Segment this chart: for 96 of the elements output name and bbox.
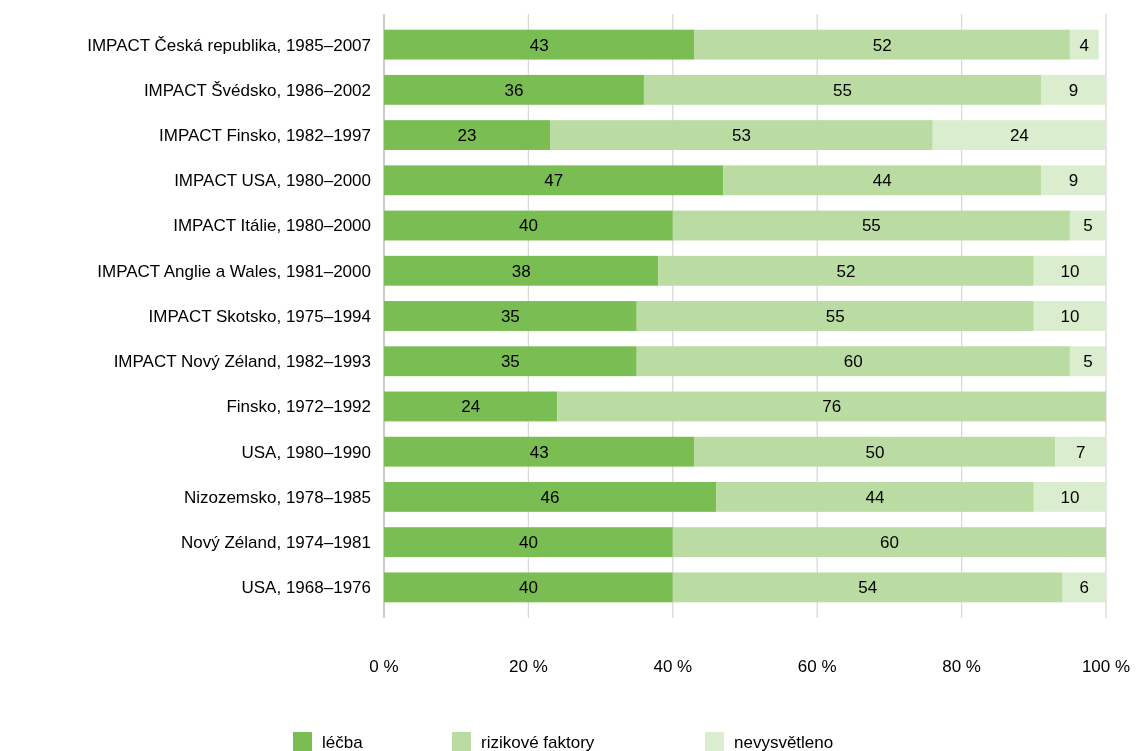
y-tick-label: Nizozemsko, 1978–1985 [183,487,371,507]
data-label: 52 [872,35,892,55]
bar [1055,436,1106,467]
bar [658,255,1034,286]
y-tick-label: Nový Zéland, 1974–1981 [181,533,371,553]
data-label: 9 [1068,80,1079,100]
legend-label: nevysvětleno [734,732,834,751]
bar [672,210,1070,241]
data-label: 43 [529,442,549,462]
y-tick-label: IMPACT Finsko, 1982–1997 [159,126,371,146]
data-label: 6 [1079,578,1090,598]
bar [1069,29,1099,60]
legend-label: rizikové faktory [481,732,595,751]
bar [694,29,1070,60]
data-label: 40 [518,578,538,598]
data-label: 10 [1060,261,1080,281]
data-label: 55 [833,80,852,100]
bar [1069,346,1106,377]
data-label: 7 [1076,442,1086,462]
y-tick-label: USA, 1968–1976 [241,578,371,598]
data-label: 9 [1068,171,1079,191]
data-label: 54 [858,578,878,598]
data-label: 46 [540,487,560,507]
data-label: 60 [879,533,899,553]
bar [384,527,673,558]
data-label: 36 [504,80,524,100]
data-label: 10 [1060,306,1080,326]
bar [672,527,1106,558]
data-label: 55 [861,216,881,236]
data-label: 43 [529,35,549,55]
data-label: 5 [1083,352,1093,372]
bar [1041,165,1106,196]
data-label: 10 [1060,487,1080,507]
y-tick-label: Finsko, 1972–1992 [226,397,371,417]
bar [384,482,717,512]
bar [384,572,673,603]
y-tick-label: USA, 1980–1990 [241,442,371,462]
data-label: 35 [500,352,520,372]
data-label: 44 [872,171,892,191]
data-label: 60 [843,352,863,372]
data-label: 24 [1009,126,1029,146]
x-tick-label: 100 % [1081,657,1131,676]
y-tick-label: IMPACT Skotsko, 1975–1994 [148,306,371,326]
data-label: 40 [518,216,538,236]
legend-label: léčba [322,732,364,751]
bar [384,391,558,422]
bar [384,346,637,377]
data-label: 53 [731,126,751,146]
bar [384,436,695,467]
bar [557,391,1106,422]
bar [694,436,1056,467]
data-label: 5 [1083,216,1093,236]
bar [1041,74,1106,105]
bar [672,572,1063,603]
bar [384,301,637,331]
y-tick-label: IMPACT Nový Zéland, 1982–1993 [113,352,371,372]
data-label: 4 [1079,35,1090,55]
data-label: 40 [518,533,538,553]
data-label: 35 [500,306,520,326]
bar [384,255,659,286]
bar [643,74,1042,105]
data-label: 76 [822,397,842,417]
y-tick-label: IMPACT USA, 1980–2000 [174,171,371,191]
bar [1033,482,1106,512]
x-tick-label: 0 % [369,657,399,676]
bar [384,210,673,241]
data-label: 55 [825,306,845,326]
bar [1069,210,1106,241]
bar [1033,255,1106,286]
bar [384,120,551,150]
bar [384,29,695,60]
data-label: 52 [836,261,856,281]
bar [550,120,933,150]
data-label: 47 [544,171,564,191]
bar [384,165,724,196]
bar [716,482,1034,512]
data-label: 50 [865,442,885,462]
data-label: 44 [865,487,885,507]
bar [932,120,1106,150]
data-label: 23 [457,126,477,146]
data-label: 24 [461,397,481,417]
y-tick-label: IMPACT Anglie a Wales, 1981–2000 [97,261,371,281]
bar [723,165,1042,196]
bar [1062,572,1106,603]
bar [1033,301,1106,331]
x-tick-label: 80 % [942,657,981,676]
data-label: 38 [511,261,531,281]
x-tick-label: 20 % [509,657,548,676]
y-tick-label: IMPACT Itálie, 1980–2000 [173,216,371,236]
x-tick-label: 40 % [653,657,693,676]
x-tick-label: 60 % [797,657,837,676]
y-tick-label: IMPACT Švédsko, 1986–2002 [143,80,371,100]
bar [636,346,1070,377]
bar [636,301,1034,331]
bar [384,74,644,105]
y-tick-label: IMPACT Česká republika, 1985–2007 [87,35,371,55]
